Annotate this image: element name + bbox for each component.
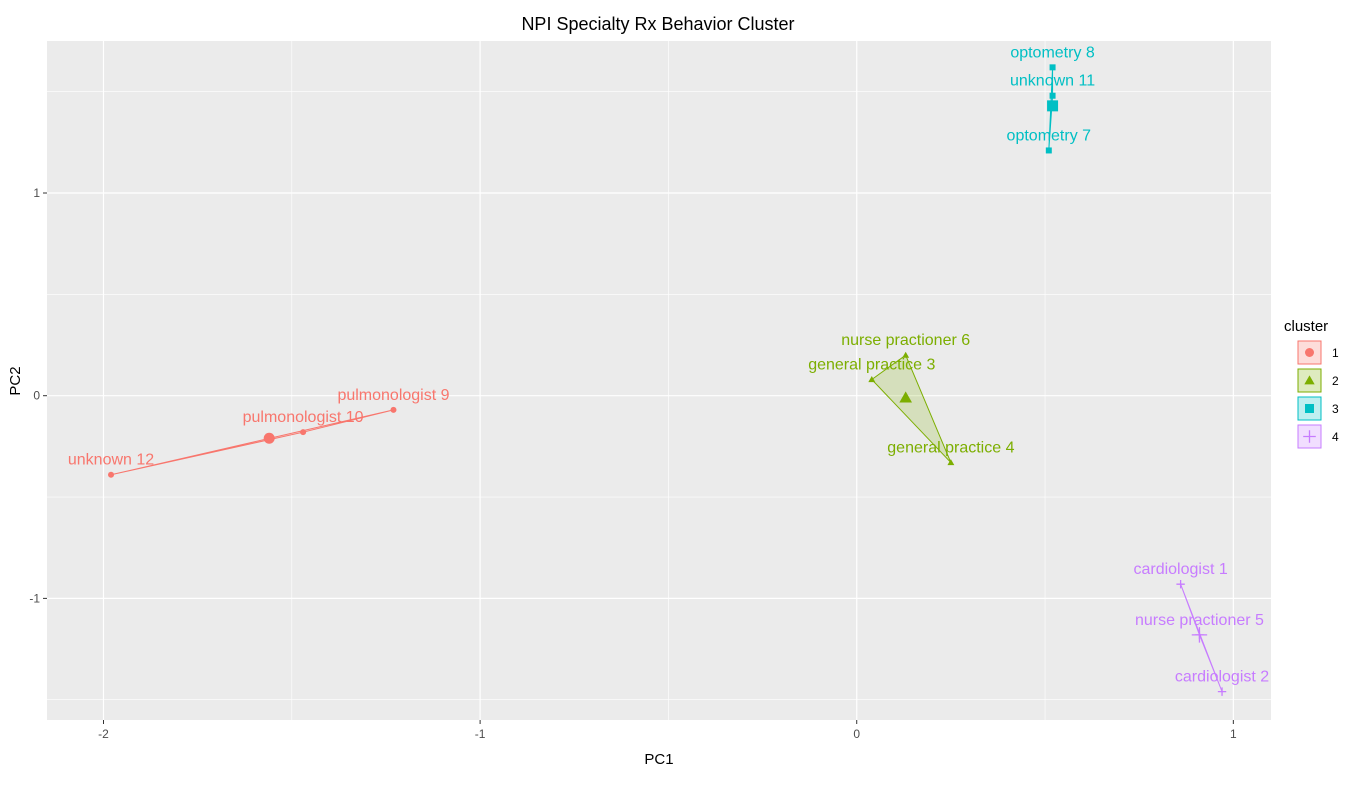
data-point	[868, 376, 876, 383]
data-point	[1045, 147, 1052, 154]
x-tick-label: -2	[98, 727, 109, 741]
point-label: nurse practioner 6	[841, 332, 970, 349]
x-tick-label: 1	[1230, 727, 1237, 741]
y-axis-ticks: -1 0 1	[29, 186, 47, 605]
legend-label: 4	[1332, 430, 1339, 444]
y-tick-label: 1	[33, 186, 40, 200]
plot-panel	[47, 41, 1271, 720]
point-labels: unknown 12 pulmonologist 10 pulmonologist …	[68, 44, 1269, 685]
point-label: general practice 4	[887, 440, 1014, 457]
x-axis-ticks: -2 -1 0 1	[98, 720, 1237, 741]
cluster-hull-4	[1180, 583, 1223, 693]
cluster-hull-2	[871, 354, 952, 464]
point-label: cardiologist 2	[1175, 669, 1269, 686]
data-points	[108, 64, 1227, 696]
data-point	[300, 429, 307, 436]
cluster-centroid	[899, 391, 913, 403]
legend-key-symbol	[1305, 404, 1314, 413]
point-label: pulmonologist 9	[337, 387, 449, 404]
legend-label: 2	[1332, 374, 1339, 388]
x-tick-label: -1	[475, 727, 486, 741]
legend-label: 3	[1332, 402, 1339, 416]
data-point	[1176, 580, 1185, 589]
cluster-centroid	[1047, 100, 1059, 112]
data-point	[902, 351, 910, 358]
point-label: general practice 3	[808, 356, 935, 373]
data-point	[1217, 687, 1227, 696]
chart-title: NPI Specialty Rx Behavior Cluster	[521, 14, 794, 34]
point-label: unknown 11	[1010, 73, 1095, 90]
x-tick-label: 0	[853, 727, 860, 741]
data-point	[1049, 64, 1056, 71]
legend-key-symbol	[1303, 430, 1316, 443]
legend: cluster 1 2 3 4	[1284, 318, 1339, 449]
point-label: optometry 8	[1010, 44, 1095, 61]
point-label: cardiologist 1	[1133, 561, 1227, 578]
cluster-hull-1	[110, 409, 394, 476]
y-tick-label: -1	[29, 591, 40, 605]
point-label: optometry 7	[1007, 127, 1092, 144]
data-point	[947, 459, 955, 466]
grid	[47, 41, 1271, 720]
y-axis-title: PC2	[7, 366, 24, 395]
data-point	[108, 471, 115, 478]
legend-label: 1	[1332, 346, 1339, 360]
point-label: nurse practioner 5	[1135, 612, 1264, 629]
x-axis-title: PC1	[644, 751, 673, 768]
legend-key-symbol	[1305, 348, 1314, 357]
point-label: unknown 12	[68, 452, 154, 469]
y-tick-label: 0	[33, 389, 40, 403]
point-label: pulmonologist 10	[243, 409, 364, 426]
data-point	[1049, 92, 1056, 99]
cluster-hulls	[110, 66, 1223, 693]
legend-title: cluster	[1284, 318, 1328, 335]
cluster-centroids	[263, 100, 1208, 643]
cluster-centroid	[1191, 627, 1208, 643]
legend-key-symbol	[1304, 375, 1315, 385]
cluster-centroid	[263, 432, 275, 444]
data-point	[390, 406, 397, 413]
